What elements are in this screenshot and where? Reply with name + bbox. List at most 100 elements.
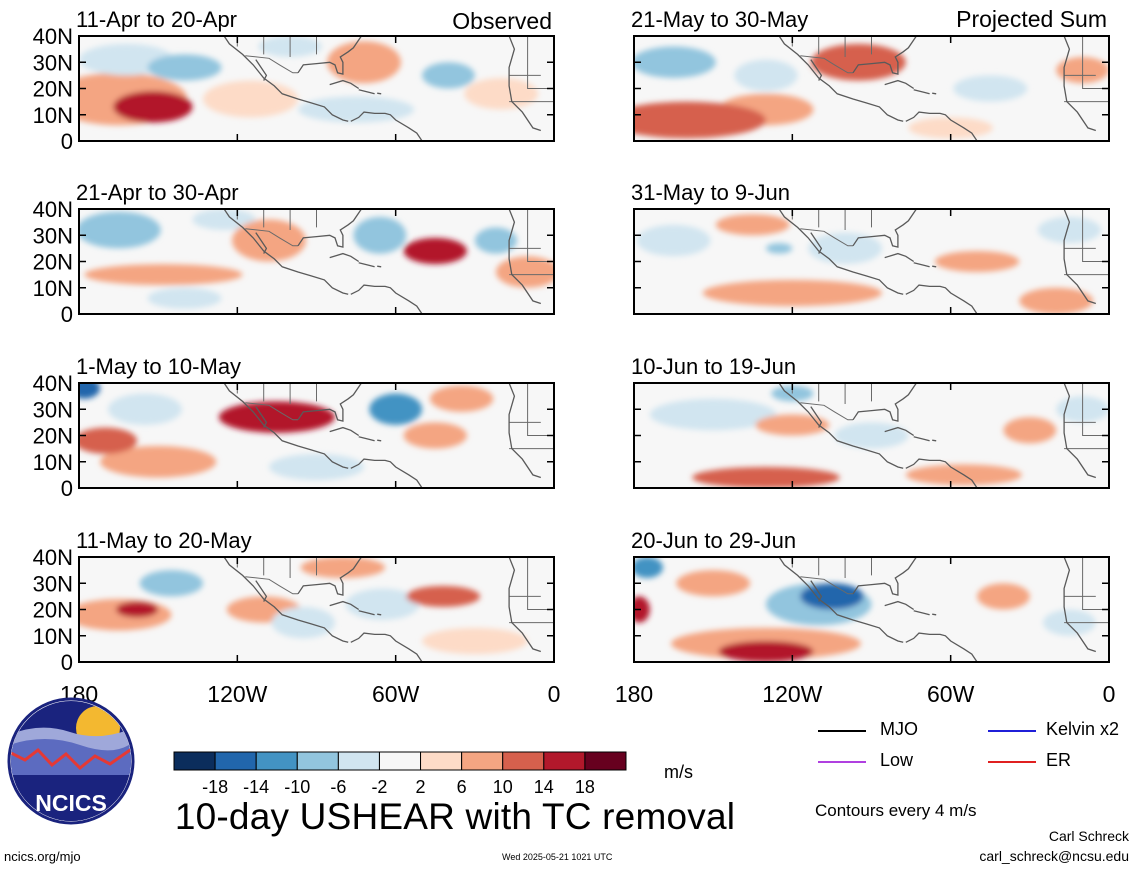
anomaly-observed-3-7	[300, 557, 386, 578]
border-observed-3-0	[245, 576, 298, 595]
anomaly-projected-2-2	[755, 414, 830, 436]
coastline-observed-0-7	[508, 36, 542, 132]
coastline-observed-0-4	[329, 79, 360, 90]
panel-observed-1: 21-Apr to 30-Apr	[76, 180, 555, 315]
anomaly-observed-1-1	[84, 264, 243, 286]
coastline-projected-2-2	[852, 383, 917, 422]
colorbar-swatch-7	[461, 751, 504, 771]
coastline-observed-3-4	[329, 600, 360, 611]
lat-label-0-2: 20N	[33, 77, 73, 102]
anomaly-observed-2-1	[79, 427, 138, 454]
coastline-observed-2-5	[358, 436, 375, 442]
coastline-observed-3-7	[508, 557, 542, 653]
panel-period-observed-3: 11-May to 20-May	[76, 528, 252, 553]
lat-label-3-1: 30N	[33, 571, 73, 596]
anomaly-projected-1-2	[702, 279, 883, 307]
author-name: Carl Schreck	[1048, 828, 1129, 844]
coastline-observed-3-2	[297, 557, 362, 596]
lat-label-1-0: 40N	[33, 197, 73, 222]
coastline-projected-3-2	[852, 557, 917, 596]
anomaly-projected-1-4	[636, 224, 711, 257]
coastline-observed-2-3	[350, 458, 423, 488]
legend-low-line	[818, 761, 866, 763]
anomaly-projected-3-5	[634, 596, 650, 623]
timestamp: Wed 2025-05-21 1021 UTC	[502, 852, 613, 862]
coastline-observed-1-3	[350, 284, 423, 314]
anomaly-observed-2-2	[100, 446, 217, 478]
anomaly-projected-3-0	[800, 583, 864, 610]
colorbar-swatch-10	[584, 751, 627, 771]
colorbar-tick-2: -10	[284, 777, 310, 797]
lat-label-1-4: 0	[61, 302, 73, 327]
anomaly-projected-0-3	[634, 46, 716, 78]
coastline-observed-3-6	[377, 613, 382, 616]
lon-label-0-1: 120W	[207, 681, 267, 707]
lat-label-1-2: 20N	[33, 250, 73, 275]
anomaly-projected-0-0	[810, 43, 906, 81]
border-observed-2-6	[527, 383, 554, 436]
colorbar-units: m/s	[664, 762, 693, 782]
coastline-projected-0-7	[1063, 36, 1097, 132]
panel-observed-3: 11-May to 20-May	[76, 528, 555, 663]
legend-kelvin-line	[988, 730, 1036, 732]
anomaly-projected-0-1	[634, 101, 766, 139]
anomaly-observed-1-2	[232, 219, 306, 262]
anomaly-observed-2-4	[369, 393, 423, 425]
lon-label-0-3: 0	[548, 681, 561, 707]
anomaly-projected-2-5	[1003, 417, 1057, 444]
anomaly-observed-1-4	[353, 216, 407, 254]
anomaly-projected-2-1	[649, 398, 777, 431]
legend-er-line	[988, 761, 1036, 763]
lat-label-0-3: 10N	[33, 103, 73, 128]
coastline-projected-0-0	[778, 36, 904, 122]
coastline-projected-1-0	[778, 209, 904, 295]
panel-period-projected-2: 10-Jun to 19-Jun	[631, 354, 796, 379]
lat-label-3-0: 40N	[33, 545, 73, 570]
anomaly-observed-0-7	[422, 62, 475, 89]
border-projected-0-0	[800, 55, 853, 74]
anomaly-projected-3-3	[718, 641, 814, 662]
coastline-projected-2-5	[913, 436, 930, 442]
lon-label-1-2: 60W	[927, 681, 975, 707]
anomaly-projected-3-2	[634, 557, 664, 578]
anomaly-projected-2-3	[692, 467, 840, 488]
legend-kelvin-label: Kelvin x2	[1046, 719, 1120, 739]
coastline-observed-2-7	[508, 383, 542, 479]
anomaly-projected-0-5	[953, 75, 1028, 102]
colorbar-swatch-3	[296, 751, 339, 771]
panel-period-observed-2: 1-May to 10-May	[76, 354, 241, 379]
anomaly-observed-3-4	[139, 570, 204, 597]
coastline-observed-2-0	[223, 383, 349, 469]
anomaly-projected-1-5	[808, 232, 883, 265]
coastline-projected-2-1	[810, 406, 823, 428]
panel-projected-2: 10-Jun to 19-Jun	[631, 354, 1110, 489]
site-url[interactable]: ncics.org/mjo	[4, 849, 81, 864]
coastline-projected-1-7	[1063, 209, 1097, 305]
panel-period-observed-0: 11-Apr to 20-Apr	[76, 7, 237, 32]
coastline-projected-1-5	[913, 262, 930, 268]
lat-label-0-4: 0	[61, 129, 73, 154]
colorbar-swatch-4	[337, 751, 380, 771]
anomaly-projected-2-6	[834, 422, 909, 449]
anomaly-projected-3-7	[676, 570, 751, 597]
lat-label-1-3: 10N	[33, 276, 73, 301]
lat-label-0-1: 30N	[33, 50, 73, 75]
panel-observed-0: 11-Apr to 20-Apr	[76, 7, 555, 142]
coastline-projected-2-3	[905, 458, 978, 488]
lat-label-2-4: 0	[61, 476, 73, 501]
anomaly-observed-0-8	[464, 78, 539, 110]
contour-interval-note: Contours every 4 m/s	[815, 801, 977, 820]
lon-label-1-0: 180	[615, 681, 653, 707]
coastline-observed-1-2	[297, 209, 362, 248]
lat-label-3-3: 10N	[33, 624, 73, 649]
anomaly-projected-1-7	[1037, 216, 1102, 244]
anomaly-observed-0-5	[327, 41, 401, 84]
projected-header: Projected Sum	[956, 6, 1107, 32]
observed-header: Observed	[452, 8, 552, 34]
colorbar-tick-7: 10	[493, 777, 513, 797]
panel-period-observed-1: 21-Apr to 30-Apr	[76, 180, 239, 205]
coastline-observed-0-3	[350, 111, 423, 141]
colorbar-tick-6: 6	[457, 777, 467, 797]
anomaly-observed-0-2	[147, 54, 222, 81]
